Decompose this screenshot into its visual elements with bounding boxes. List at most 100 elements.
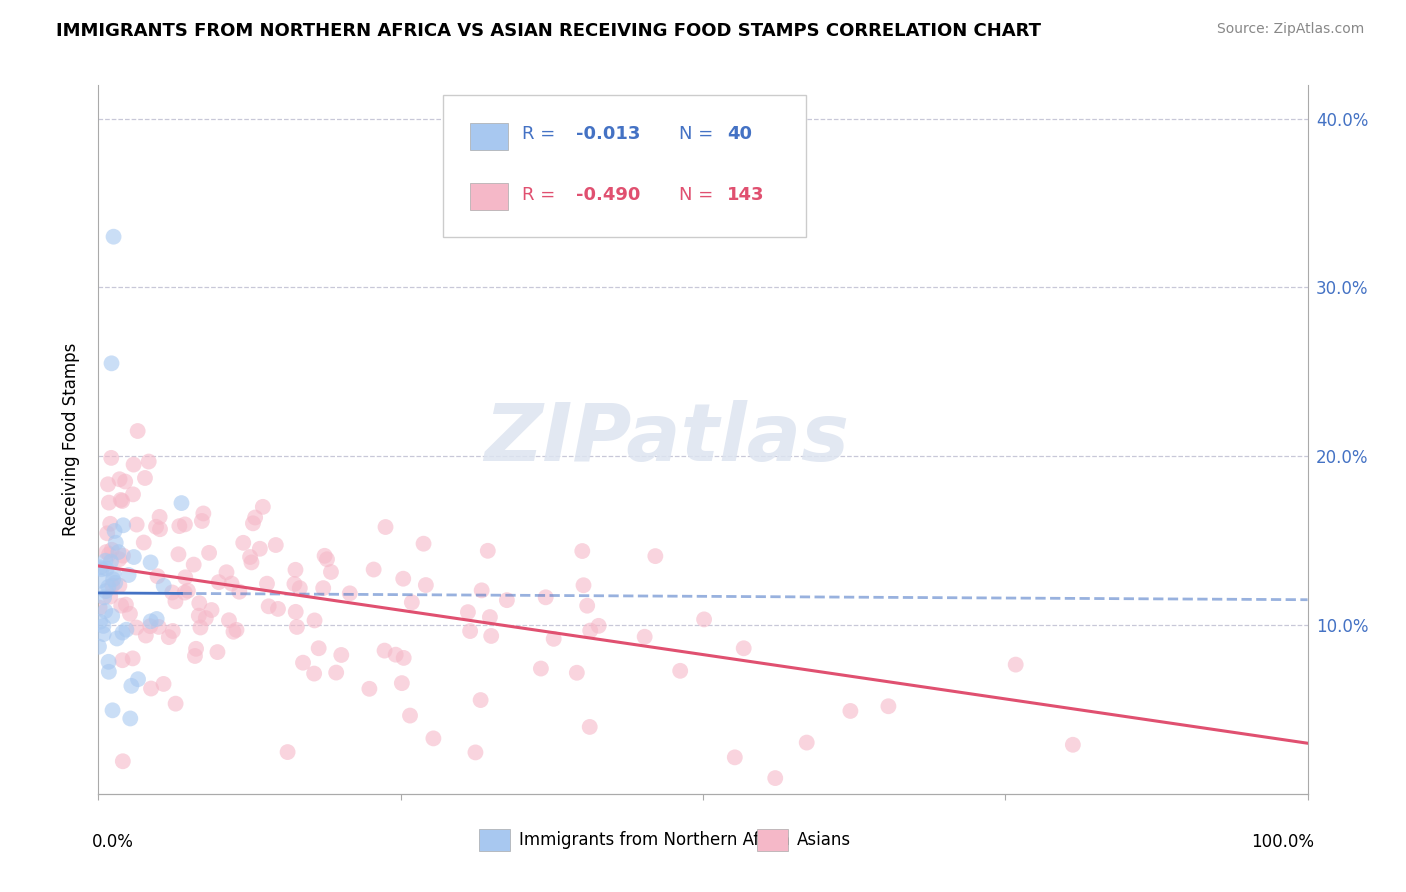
Point xyxy=(242,516,264,531)
Point xyxy=(111,494,134,508)
Point xyxy=(97,477,120,491)
Point xyxy=(94,554,117,568)
Point xyxy=(134,471,156,485)
Point xyxy=(187,608,209,623)
Point xyxy=(200,603,222,617)
Point xyxy=(191,514,214,528)
Point xyxy=(239,549,262,564)
Text: IMMIGRANTS FROM NORTHERN AFRICA VS ASIAN RECEIVING FOOD STAMPS CORRELATION CHART: IMMIGRANTS FROM NORTHERN AFRICA VS ASIAN… xyxy=(56,22,1042,40)
Point xyxy=(157,630,180,644)
Point xyxy=(478,610,501,624)
Point xyxy=(184,641,207,656)
Point xyxy=(138,454,160,468)
Point xyxy=(240,555,263,569)
Point xyxy=(228,584,250,599)
Point xyxy=(174,517,197,532)
Point xyxy=(145,520,167,534)
Point xyxy=(111,549,134,563)
Point xyxy=(384,648,406,662)
Point xyxy=(284,605,307,619)
Point xyxy=(94,604,117,618)
Point xyxy=(877,699,900,714)
Point xyxy=(312,581,335,595)
Point xyxy=(579,624,602,638)
Text: -0.013: -0.013 xyxy=(576,126,640,144)
Point xyxy=(127,424,149,438)
Point xyxy=(103,524,125,538)
Point xyxy=(122,487,145,501)
FancyBboxPatch shape xyxy=(443,95,806,237)
Point xyxy=(89,560,111,574)
Point xyxy=(412,537,434,551)
Point xyxy=(292,656,315,670)
Point xyxy=(392,651,415,665)
Point xyxy=(572,578,595,592)
Point xyxy=(139,615,162,629)
Point xyxy=(98,516,121,531)
Point xyxy=(117,568,139,582)
Point xyxy=(125,517,148,532)
FancyBboxPatch shape xyxy=(479,830,509,851)
Point xyxy=(96,545,118,559)
Point xyxy=(359,681,381,696)
Point xyxy=(100,450,122,465)
Point xyxy=(257,599,280,614)
Point xyxy=(132,535,155,549)
Point xyxy=(183,558,205,572)
Point xyxy=(543,632,565,646)
FancyBboxPatch shape xyxy=(470,184,509,211)
Point xyxy=(304,614,326,628)
Text: 143: 143 xyxy=(727,186,765,203)
Point xyxy=(101,703,124,717)
Point xyxy=(122,549,145,564)
Point xyxy=(399,708,422,723)
Point xyxy=(194,611,217,625)
Point xyxy=(115,598,138,612)
Point xyxy=(285,620,308,634)
Point xyxy=(170,496,193,510)
Point xyxy=(107,545,129,559)
Point xyxy=(165,594,187,608)
Point xyxy=(693,612,716,626)
Point xyxy=(162,624,184,638)
Point xyxy=(169,519,191,533)
Point xyxy=(122,458,145,472)
Point xyxy=(111,653,134,667)
Point xyxy=(97,655,120,669)
Point xyxy=(252,500,274,514)
Point xyxy=(218,613,240,627)
Point xyxy=(565,665,588,680)
Point xyxy=(148,620,170,634)
Point xyxy=(314,549,336,563)
Text: Source: ZipAtlas.com: Source: ZipAtlas.com xyxy=(1216,22,1364,37)
Point xyxy=(267,602,290,616)
Point xyxy=(100,554,122,568)
Point xyxy=(101,572,124,586)
Point xyxy=(111,625,134,640)
Y-axis label: Receiving Food Stamps: Receiving Food Stamps xyxy=(62,343,80,536)
Point xyxy=(139,681,162,696)
Point xyxy=(733,641,755,656)
Point xyxy=(97,665,120,679)
Point xyxy=(225,623,247,637)
Point xyxy=(763,771,786,785)
Point xyxy=(479,629,502,643)
Text: Immigrants from Northern Africa: Immigrants from Northern Africa xyxy=(519,831,790,849)
Point xyxy=(160,585,183,599)
Point xyxy=(644,549,666,563)
Text: 40: 40 xyxy=(727,126,752,144)
Point xyxy=(146,569,169,583)
Point xyxy=(118,607,141,621)
Point xyxy=(149,509,172,524)
Point xyxy=(121,651,143,665)
Point xyxy=(135,628,157,642)
Point xyxy=(477,543,499,558)
Point xyxy=(534,591,557,605)
Point xyxy=(724,750,747,764)
Point xyxy=(198,546,221,560)
Point xyxy=(458,624,481,638)
Point xyxy=(284,563,307,577)
Text: Asians: Asians xyxy=(797,831,852,849)
Point xyxy=(249,541,271,556)
Point xyxy=(112,518,135,533)
